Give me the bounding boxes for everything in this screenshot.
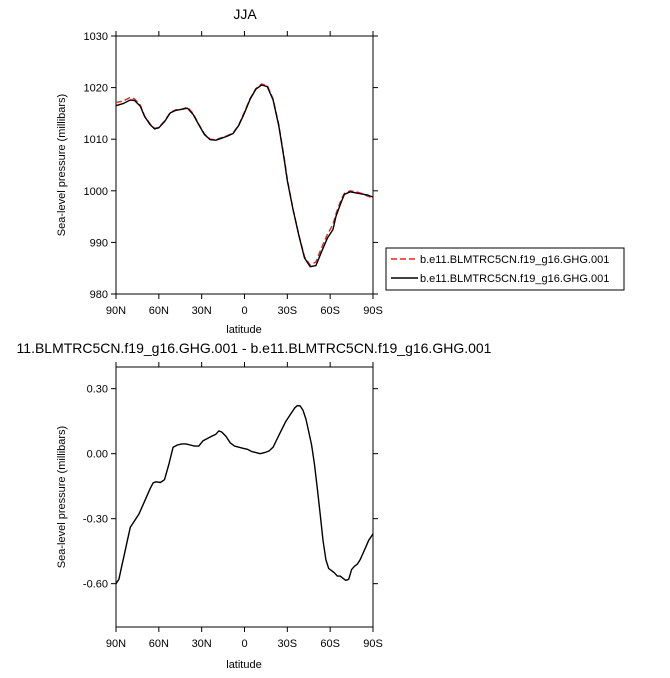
top-y-axis-label: Sea-level pressure (millibars)	[56, 94, 68, 236]
top-x-tick-label: 30S	[278, 305, 298, 317]
bottom-x-tick-label: 30S	[278, 638, 298, 650]
top-y-tick-label: 980	[90, 289, 108, 301]
top-y-ticks: 980 990 1000 1010 1020 1030	[84, 31, 378, 301]
bottom-x-tick-label: 90S	[363, 638, 383, 650]
bottom-y-tick-label: -0.60	[83, 579, 108, 591]
top-x-tick-label: 0	[241, 305, 247, 317]
top-series-line-2	[115, 84, 374, 268]
legend-box	[385, 247, 625, 291]
bottom-x-tick-label: 30N	[192, 638, 212, 650]
top-y-tick-label: 1000	[84, 186, 108, 198]
top-x-tick-label: 60N	[149, 305, 169, 317]
legend-label-series-1: b.e11.BLMTRC5CN.f19_g16.GHG.001	[420, 254, 609, 266]
bottom-series-line-1	[115, 404, 374, 585]
top-x-tick-label: 90S	[363, 305, 383, 317]
bottom-x-tick-label: 0	[241, 638, 247, 650]
legend-label-series-2: b.e11.BLMTRC5CN.f19_g16.GHG.001	[420, 273, 609, 285]
top-x-ticks: 90N 60N 30N 0 30S 60S 90S	[106, 31, 383, 317]
top-y-tick-label: 1030	[84, 31, 108, 43]
top-chart-title: JJA	[233, 6, 257, 22]
bottom-y-tick-label: 0.30	[87, 384, 108, 396]
top-plot-frame	[115, 35, 374, 295]
top-y-tick-label: 1020	[84, 83, 108, 95]
bottom-plot-frame	[115, 366, 374, 628]
bottom-x-tick-label: 90N	[106, 638, 126, 650]
bottom-x-tick-label: 60S	[320, 638, 340, 650]
legend: b.e11.BLMTRC5CN.f19_g16.GHG.001 b.e11.BL…	[385, 247, 625, 291]
top-x-tick-label: 60S	[320, 305, 340, 317]
top-x-axis-label: latitude	[226, 324, 261, 336]
bottom-y-axis-label: Sea-level pressure (millibars)	[56, 426, 68, 568]
bottom-series-group	[115, 404, 374, 585]
top-series-group	[115, 83, 374, 268]
bottom-y-ticks: 0.30 0.00 -0.30 -0.60	[83, 384, 378, 591]
top-y-tick-label: 1010	[84, 134, 108, 146]
bottom-x-tick-label: 60N	[149, 638, 169, 650]
bottom-x-axis-label: latitude	[226, 659, 261, 671]
top-x-tick-label: 90N	[106, 305, 126, 317]
bottom-y-tick-label: -0.30	[83, 514, 108, 526]
bottom-chart: 11.BLMTRC5CN.f19_g16.GHG.001 - b.e11.BLM…	[17, 340, 492, 671]
top-x-tick-label: 30N	[192, 305, 212, 317]
bottom-chart-title: 11.BLMTRC5CN.f19_g16.GHG.001 - b.e11.BLM…	[17, 340, 492, 356]
top-y-tick-label: 990	[90, 237, 108, 249]
top-chart: JJA 980 990 1000 1010 1020 1030 90N 60N 30N 0 30S…	[56, 6, 625, 336]
bottom-x-ticks: 90N 60N 30N 0 30S 60S 90S	[106, 362, 383, 650]
bottom-y-tick-label: 0.00	[87, 449, 108, 461]
